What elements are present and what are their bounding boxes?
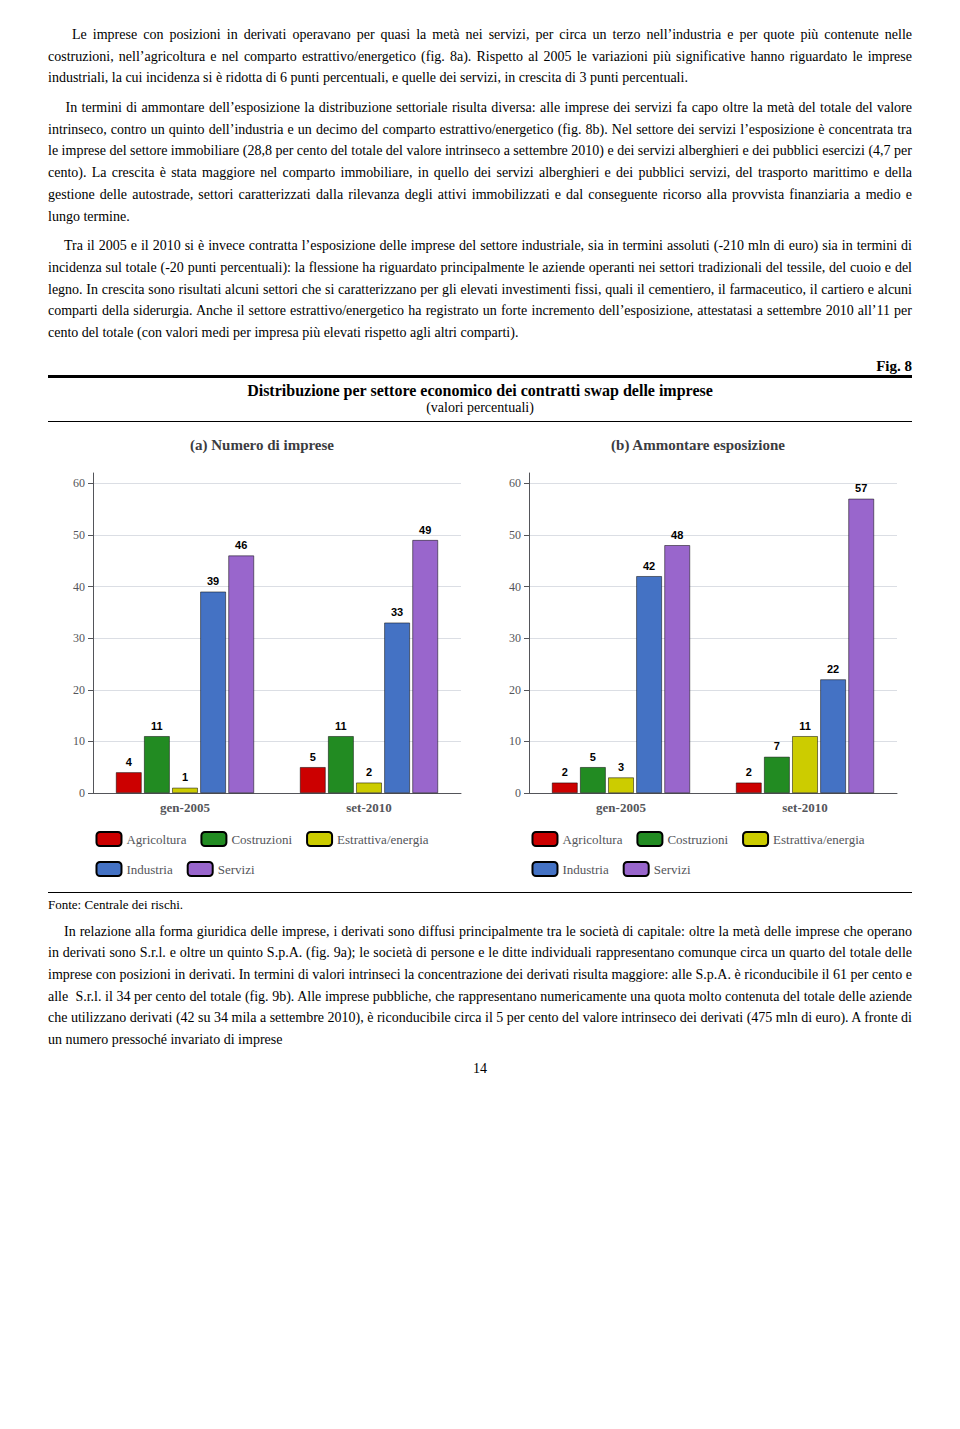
- html-text:Fig. 8: Fig. 8: [876, 357, 912, 374]
- svg-text:Servizi: Servizi: [218, 861, 255, 876]
- html-text:14: 14: [473, 1060, 487, 1076]
- svg-text:20: 20: [509, 682, 521, 696]
- svg-text:57: 57: [855, 482, 867, 494]
- svg-text:set-2010: set-2010: [346, 800, 392, 815]
- html-text:Tra il 2005 e il 2010 si è inv: Tra il 2005 e il 2010 si è invece contra…: [48, 238, 916, 340]
- svg-text:22: 22: [827, 663, 839, 675]
- svg-text:50: 50: [509, 528, 521, 542]
- svg-text:46: 46: [235, 539, 247, 551]
- svg-text:gen-2005: gen-2005: [160, 800, 210, 815]
- svg-text:10: 10: [509, 734, 521, 748]
- svg-text:Estrattiva/energia: Estrattiva/energia: [337, 831, 429, 846]
- svg-text:42: 42: [643, 559, 655, 571]
- svg-text:4: 4: [126, 755, 133, 767]
- svg-text:2: 2: [746, 766, 752, 778]
- svg-text:40: 40: [73, 579, 85, 593]
- html-text:(valori percentuali): (valori percentuali): [426, 399, 534, 415]
- svg-text:48: 48: [671, 528, 683, 540]
- svg-text:1: 1: [182, 771, 188, 783]
- svg-text:10: 10: [73, 734, 85, 748]
- svg-text:49: 49: [419, 523, 431, 535]
- svg-text:(b) Ammontare esposizione: (b) Ammontare esposizione: [611, 436, 785, 453]
- svg-text:11: 11: [335, 719, 347, 731]
- svg-text:7: 7: [774, 740, 780, 752]
- svg-text:Agricoltura: Agricoltura: [126, 831, 186, 846]
- svg-text:60: 60: [509, 476, 521, 490]
- svg-text:(a) Numero di imprese: (a) Numero di imprese: [190, 436, 334, 453]
- svg-text:39: 39: [207, 575, 219, 587]
- svg-text:Servizi: Servizi: [654, 861, 691, 876]
- svg-text:Industria: Industria: [562, 861, 608, 876]
- svg-text:Costruzioni: Costruzioni: [667, 831, 728, 846]
- html-text:Fonte: Centrale dei rischi.: Fonte: Centrale dei rischi.: [48, 896, 183, 912]
- svg-text:Industria: Industria: [126, 861, 172, 876]
- svg-text:20: 20: [73, 682, 85, 696]
- svg-text:set-2010: set-2010: [782, 800, 828, 815]
- html-text:In termini di ammontare dell’e: In termini di ammontare dell’esposizione…: [48, 100, 916, 224]
- html-text:Le imprese con posizioni in de: Le imprese con posizioni in derivati ope…: [48, 27, 916, 86]
- svg-text:5: 5: [590, 750, 596, 762]
- html-text:In relazione alla forma giurid: In relazione alla forma giuridica delle …: [48, 923, 916, 1048]
- svg-text:40: 40: [509, 579, 521, 593]
- svg-text:Estrattiva/energia: Estrattiva/energia: [773, 831, 865, 846]
- svg-text:60: 60: [73, 476, 85, 490]
- svg-text:2: 2: [562, 766, 568, 778]
- svg-text:Costruzioni: Costruzioni: [231, 831, 292, 846]
- svg-text:11: 11: [151, 719, 163, 731]
- svg-text:0: 0: [79, 786, 85, 800]
- svg-text:0: 0: [515, 786, 521, 800]
- svg-text:11: 11: [799, 719, 811, 731]
- svg-text:Agricoltura: Agricoltura: [562, 831, 622, 846]
- svg-text:3: 3: [618, 761, 624, 773]
- svg-text:30: 30: [509, 631, 521, 645]
- svg-text:5: 5: [310, 750, 316, 762]
- svg-text:50: 50: [73, 528, 85, 542]
- svg-text:gen-2005: gen-2005: [596, 800, 646, 815]
- svg-text:2: 2: [366, 766, 372, 778]
- svg-text:33: 33: [391, 606, 403, 618]
- svg-text:30: 30: [73, 631, 85, 645]
- html-text:Distribuzione per settore econ: Distribuzione per settore economico dei …: [247, 381, 713, 399]
